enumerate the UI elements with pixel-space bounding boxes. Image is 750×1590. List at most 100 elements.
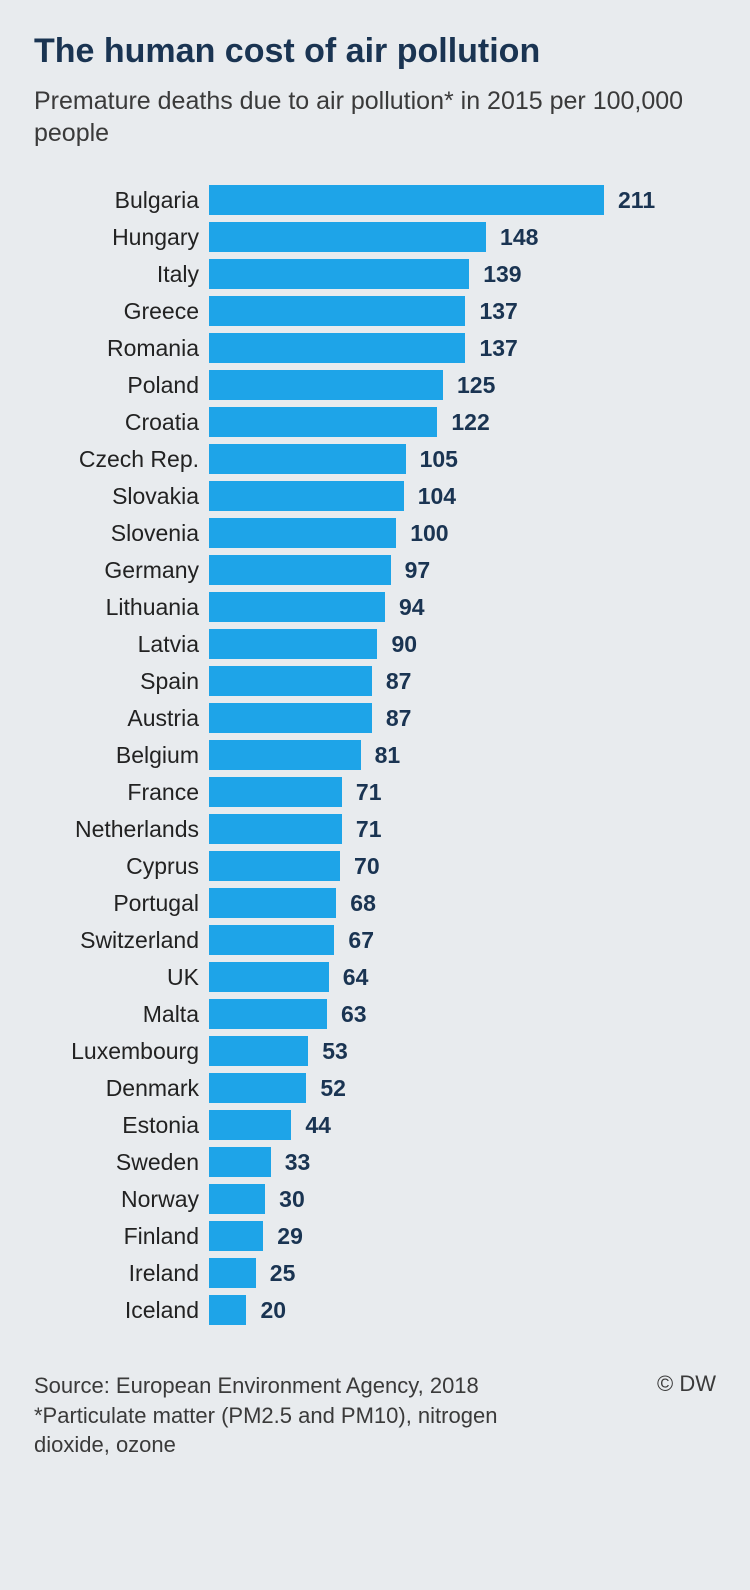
bar: [209, 222, 486, 252]
value-label: 125: [443, 372, 495, 399]
bar-chart: Bulgaria211Hungary148Italy139Greece137Ro…: [34, 185, 716, 1325]
bar: [209, 1073, 306, 1103]
country-label: Iceland: [34, 1297, 209, 1324]
chart-row: Portugal68: [34, 888, 716, 918]
chart-row: Germany97: [34, 555, 716, 585]
bar-wrap: 148: [209, 222, 716, 252]
value-label: 70: [340, 853, 380, 880]
country-label: Luxembourg: [34, 1038, 209, 1065]
bar-wrap: 44: [209, 1110, 716, 1140]
chart-row: Iceland 20: [34, 1295, 716, 1325]
value-label: 97: [391, 557, 431, 584]
chart-row: Slovakia 104: [34, 481, 716, 511]
bar-wrap: 139: [209, 259, 716, 289]
country-label: Croatia: [34, 409, 209, 436]
bar-wrap: 100: [209, 518, 716, 548]
bar-wrap: 20: [209, 1295, 716, 1325]
bar-wrap: 33: [209, 1147, 716, 1177]
country-label: Norway: [34, 1186, 209, 1213]
chart-row: Bulgaria211: [34, 185, 716, 215]
country-label: Czech Rep.: [34, 446, 209, 473]
bar: [209, 481, 404, 511]
infographic-container: The human cost of air pollution Prematur…: [0, 0, 750, 1590]
value-label: 148: [486, 224, 538, 251]
chart-row: Italy 139: [34, 259, 716, 289]
chart-row: Spain87: [34, 666, 716, 696]
value-label: 94: [385, 594, 425, 621]
country-label: Slovenia: [34, 520, 209, 547]
value-label: 20: [246, 1297, 286, 1324]
bar: [209, 962, 329, 992]
bar-wrap: 105: [209, 444, 716, 474]
chart-row: UK 64: [34, 962, 716, 992]
chart-row: Poland125: [34, 370, 716, 400]
value-label: 137: [465, 335, 517, 362]
country-label: Cyprus: [34, 853, 209, 880]
bar-wrap: 71: [209, 814, 716, 844]
bar: [209, 1110, 291, 1140]
bar-wrap: 81: [209, 740, 716, 770]
value-label: 44: [291, 1112, 331, 1139]
bar-wrap: 53: [209, 1036, 716, 1066]
value-label: 104: [404, 483, 456, 510]
bar-wrap: 70: [209, 851, 716, 881]
value-label: 53: [308, 1038, 348, 1065]
chart-row: Romania 137: [34, 333, 716, 363]
bar-wrap: 29: [209, 1221, 716, 1251]
bar-wrap: 30: [209, 1184, 716, 1214]
credit: © DW: [657, 1371, 716, 1397]
country-label: Switzerland: [34, 927, 209, 954]
bar: [209, 1221, 263, 1251]
chart-row: Cyprus 70: [34, 851, 716, 881]
bar: [209, 296, 465, 326]
country-label: Malta: [34, 1001, 209, 1028]
bar: [209, 629, 377, 659]
value-label: 137: [465, 298, 517, 325]
page-title: The human cost of air pollution: [34, 32, 716, 71]
value-label: 139: [469, 261, 521, 288]
chart-row: Ireland25: [34, 1258, 716, 1288]
country-label: Latvia: [34, 631, 209, 658]
value-label: 105: [406, 446, 458, 473]
bar: [209, 703, 372, 733]
bar: [209, 851, 340, 881]
chart-row: Czech Rep. 105: [34, 444, 716, 474]
country-label: Lithuania: [34, 594, 209, 621]
chart-row: Denmark 52: [34, 1073, 716, 1103]
value-label: 87: [372, 705, 412, 732]
country-label: Spain: [34, 668, 209, 695]
bar-wrap: 71: [209, 777, 716, 807]
country-label: Belgium: [34, 742, 209, 769]
bar-wrap: 122: [209, 407, 716, 437]
bar: [209, 518, 396, 548]
chart-row: Luxembourg 53: [34, 1036, 716, 1066]
bar-wrap: 87: [209, 703, 716, 733]
bar-wrap: 52: [209, 1073, 716, 1103]
bar: [209, 185, 604, 215]
value-label: 81: [361, 742, 401, 769]
bar-wrap: 63: [209, 999, 716, 1029]
bar-wrap: 94: [209, 592, 716, 622]
bar: [209, 925, 334, 955]
country-label: France: [34, 779, 209, 806]
country-label: Romania: [34, 335, 209, 362]
country-label: Netherlands: [34, 816, 209, 843]
chart-row: Belgium 81: [34, 740, 716, 770]
value-label: 52: [306, 1075, 346, 1102]
chart-row: Austria87: [34, 703, 716, 733]
chart-row: France71: [34, 777, 716, 807]
value-label: 64: [329, 964, 369, 991]
country-label: Greece: [34, 298, 209, 325]
country-label: Slovakia: [34, 483, 209, 510]
value-label: 90: [377, 631, 417, 658]
bar-wrap: 211: [209, 185, 716, 215]
chart-row: Sweden33: [34, 1147, 716, 1177]
bar-wrap: 64: [209, 962, 716, 992]
country-label: UK: [34, 964, 209, 991]
country-label: Italy: [34, 261, 209, 288]
bar: [209, 999, 327, 1029]
chart-row: Norway30: [34, 1184, 716, 1214]
country-label: Portugal: [34, 890, 209, 917]
chart-row: Hungary148: [34, 222, 716, 252]
country-label: Denmark: [34, 1075, 209, 1102]
